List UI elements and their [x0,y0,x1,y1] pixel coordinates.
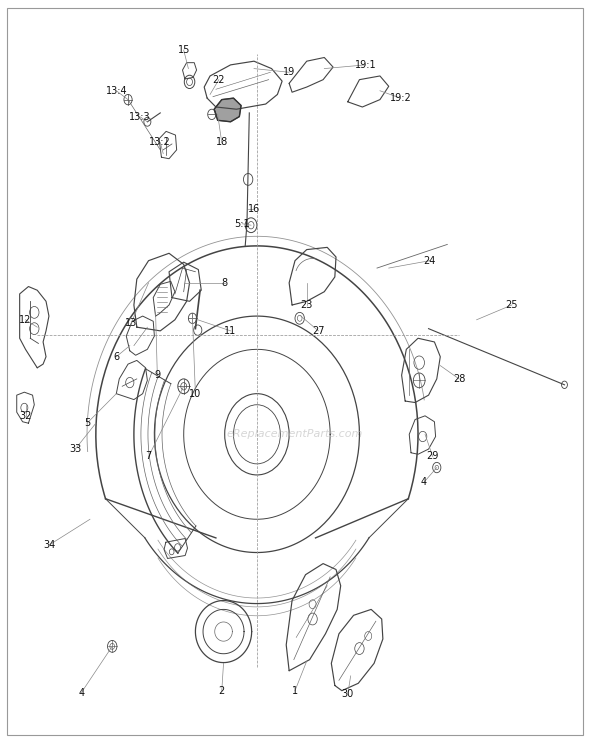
Text: 12: 12 [19,315,32,325]
Text: 11: 11 [224,326,237,336]
Text: 18: 18 [216,137,228,147]
Text: 24: 24 [424,256,436,266]
Text: eReplacementParts.com: eReplacementParts.com [227,429,363,439]
Text: 15: 15 [178,45,190,55]
Text: 6: 6 [113,351,119,362]
Text: 16: 16 [248,204,260,214]
Text: 13:4: 13:4 [106,85,127,96]
Text: 8: 8 [222,278,228,288]
Text: 7: 7 [145,452,152,461]
Text: 30: 30 [342,690,354,699]
Text: 27: 27 [312,326,324,336]
Text: 4: 4 [78,688,84,698]
Text: 34: 34 [43,540,55,550]
Text: 22: 22 [212,74,225,85]
Text: 13:2: 13:2 [149,137,171,147]
Text: 19: 19 [283,68,295,77]
Text: 28: 28 [453,374,466,384]
Text: 2: 2 [219,686,225,695]
Text: 23: 23 [300,300,313,310]
Text: 25: 25 [506,300,518,310]
Text: 19:2: 19:2 [389,93,411,103]
Text: 29: 29 [427,452,439,461]
Text: 13:3: 13:3 [129,111,150,122]
Polygon shape [214,98,241,122]
Text: 10: 10 [189,389,202,399]
Text: 32: 32 [19,411,32,421]
Text: 33: 33 [69,444,81,454]
Text: 19:1: 19:1 [355,60,376,70]
Text: 5: 5 [84,418,90,428]
Text: 9: 9 [154,370,160,380]
Text: 1: 1 [292,686,298,695]
Text: 5:1: 5:1 [234,218,250,229]
Text: 4: 4 [421,477,427,487]
Text: 13: 13 [125,319,137,328]
